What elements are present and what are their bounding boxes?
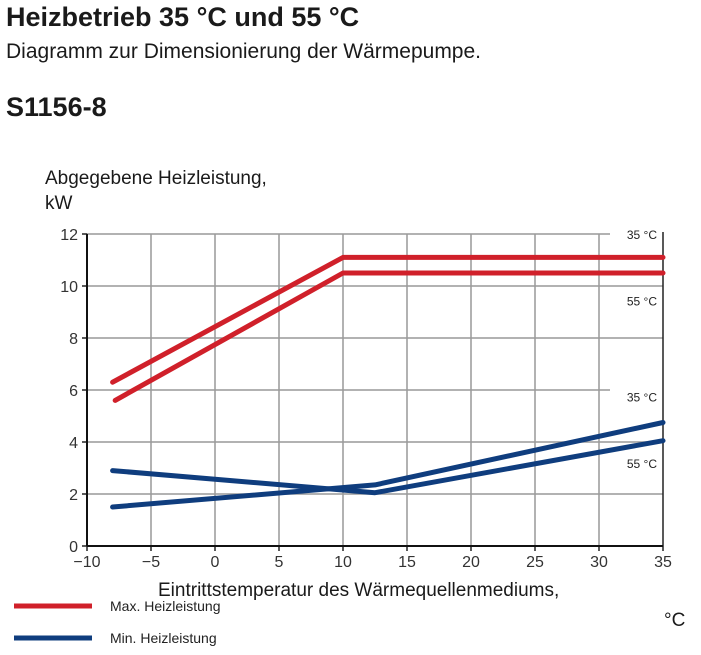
x-tick-label: 25: [526, 554, 544, 571]
series-line: [112, 270, 666, 403]
y-axis-unit: kW: [45, 193, 73, 214]
x-tick-label: 10: [334, 554, 352, 571]
y-axis-label: Abgegebene Heizleistung,: [45, 168, 267, 189]
series-label: 55 °C: [627, 457, 657, 471]
x-tick-label: 20: [462, 554, 480, 571]
y-tick-label: 4: [69, 435, 78, 452]
series-label: 55 °C: [627, 294, 657, 308]
series-line: [110, 420, 666, 510]
model-name: S1156-8: [6, 92, 107, 122]
x-axis-label: Eintrittstemperatur des Wärmequellenmedi…: [158, 580, 560, 601]
x-axis-unit: °C: [664, 610, 686, 631]
y-tick-label: 10: [60, 279, 78, 296]
page-subtitle: Diagramm zur Dimensionierung der Wärmepu…: [6, 40, 482, 63]
x-tick-label: −5: [142, 554, 160, 571]
x-tick-label: −10: [73, 554, 100, 571]
y-tick-label: 0: [69, 539, 78, 556]
x-tick-label: 0: [211, 554, 220, 571]
series-label: 35 °C: [627, 228, 657, 242]
page-title: Heizbetrieb 35 °C und 55 °C: [6, 2, 360, 32]
y-tick-label: 12: [60, 227, 78, 244]
series-line: [110, 438, 666, 496]
y-tick-label: 8: [69, 331, 78, 348]
x-tick-label: 30: [590, 554, 608, 571]
legend-label: Min. Heizleistung: [110, 630, 217, 646]
series-line: [110, 254, 666, 385]
x-tick-label: 35: [654, 554, 672, 571]
series-label: 35 °C: [627, 391, 657, 405]
y-tick-label: 6: [69, 383, 78, 400]
x-tick-label: 5: [275, 554, 284, 571]
legend-label: Max. Heizleistung: [110, 598, 221, 614]
x-tick-label: 15: [398, 554, 416, 571]
y-tick-label: 2: [69, 487, 78, 504]
